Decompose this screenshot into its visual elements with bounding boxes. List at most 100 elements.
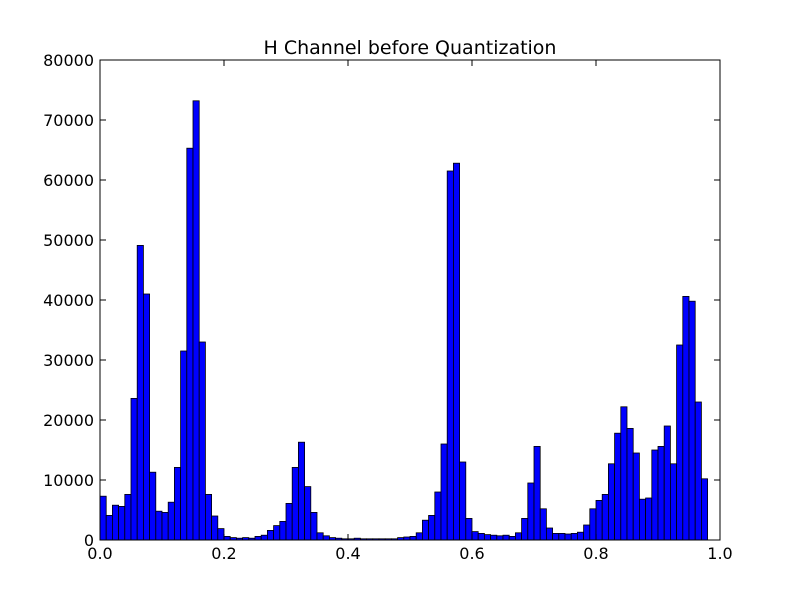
histogram-bar: [149, 471, 157, 541]
histogram-bar: [316, 532, 324, 541]
histogram-bar: [533, 445, 541, 541]
histogram-bar: [651, 449, 659, 541]
histogram-bar: [279, 521, 287, 541]
histogram-bar: [521, 518, 529, 541]
histogram-bar: [564, 533, 572, 541]
histogram-bar: [595, 499, 603, 541]
histogram-bar: [676, 344, 684, 541]
histogram-bar: [589, 508, 597, 541]
y-tick-label: 80000: [43, 51, 94, 70]
histogram-bar: [608, 463, 616, 541]
histogram-bar: [508, 536, 516, 541]
histogram-bar: [632, 452, 640, 541]
histogram-bar: [539, 508, 547, 541]
y-tick-label: 10000: [43, 471, 94, 490]
histogram-bar: [663, 425, 671, 541]
histogram-bar: [415, 532, 423, 541]
histogram-bar: [688, 300, 696, 541]
y-tick-label: 50000: [43, 231, 94, 250]
histogram-bar: [260, 534, 268, 541]
histogram-bar: [434, 491, 442, 541]
histogram-bar: [701, 478, 709, 541]
histogram-bar: [490, 534, 498, 541]
histogram-bar: [118, 505, 126, 541]
histogram-bar: [428, 515, 436, 541]
histogram-bar: [583, 524, 591, 541]
y-tick-label: 60000: [43, 171, 94, 190]
histogram-bar: [682, 295, 690, 541]
histogram-bar: [266, 530, 274, 541]
histogram-bar: [217, 528, 225, 541]
histogram-bar: [198, 341, 206, 541]
x-tick-label: 0.0: [87, 544, 112, 563]
histogram-bar: [614, 432, 622, 541]
histogram-bar: [180, 350, 188, 541]
histogram-bar: [440, 443, 448, 541]
axis-tick-labels: 0.0 0.2 0.4 0.6 0.8 1.0 0 10000 20000 30000 40000 5…: [43, 51, 733, 563]
histogram-bar: [155, 510, 163, 541]
histogram-bar: [694, 401, 702, 541]
histogram-bar: [186, 147, 194, 541]
histogram-bar: [173, 466, 181, 541]
histogram-bar: [285, 502, 293, 541]
histogram-bar: [273, 525, 281, 541]
histogram-bar: [291, 466, 299, 541]
histogram-bar: [211, 515, 219, 541]
histogram-bar: [161, 512, 169, 541]
histogram-bar: [136, 244, 144, 541]
histogram-bar: [421, 519, 429, 541]
histogram-bar: [552, 533, 560, 541]
x-tick-label: 0.8: [583, 544, 608, 563]
histogram-bar: [502, 534, 510, 541]
histogram-bar: [645, 497, 653, 541]
y-tick-label: 70000: [43, 111, 94, 130]
histogram-bar: [254, 536, 262, 541]
histogram-bar: [304, 486, 312, 541]
chart-title: H Channel before Quantization: [264, 37, 557, 59]
histogram-bar: [223, 536, 231, 541]
y-tick-label: 30000: [43, 351, 94, 370]
histogram-bar: [626, 427, 634, 541]
histogram-bar: [527, 482, 535, 541]
histogram-bar: [570, 533, 578, 541]
histogram-bar: [124, 493, 132, 541]
histogram-bar: [446, 170, 454, 541]
y-tick-label: 20000: [43, 411, 94, 430]
histogram-bar: [558, 533, 566, 541]
histogram-bar: [310, 512, 318, 541]
histogram-bar: [546, 527, 554, 541]
histogram-bar: [657, 445, 665, 541]
histogram-bar: [477, 533, 485, 541]
histogram-bar: [601, 493, 609, 541]
histogram-bar: [639, 498, 647, 541]
histogram-bar: [670, 463, 678, 541]
histogram-bar: [297, 441, 305, 541]
histogram-bar: [99, 495, 107, 541]
histogram-bar: [167, 501, 175, 541]
histogram-bar: [142, 293, 150, 541]
histogram-bar: [112, 504, 120, 541]
histogram-bar: [459, 461, 467, 541]
y-tick-label: 0: [84, 531, 94, 550]
x-tick-label: 0.6: [459, 544, 484, 563]
axis-ticks: [99, 59, 721, 541]
histogram-bar: [496, 535, 504, 541]
histogram-bar: [465, 518, 473, 541]
histogram-bar: [471, 531, 479, 541]
histogram-bar: [620, 406, 628, 541]
histogram-bar: [204, 493, 212, 541]
histogram-bar: [452, 162, 460, 541]
x-tick-label: 1.0: [707, 544, 732, 563]
histogram-bar: [105, 515, 113, 541]
histogram-bar: [515, 532, 523, 541]
histogram-bar: [483, 534, 491, 541]
histogram-bar: [192, 100, 200, 541]
x-tick-label: 0.2: [211, 544, 236, 563]
histogram-bar: [409, 536, 417, 541]
histogram-bar: [577, 531, 585, 541]
histogram-bar: [130, 397, 138, 541]
y-tick-label: 40000: [43, 291, 94, 310]
histogram-bar: [322, 535, 330, 541]
